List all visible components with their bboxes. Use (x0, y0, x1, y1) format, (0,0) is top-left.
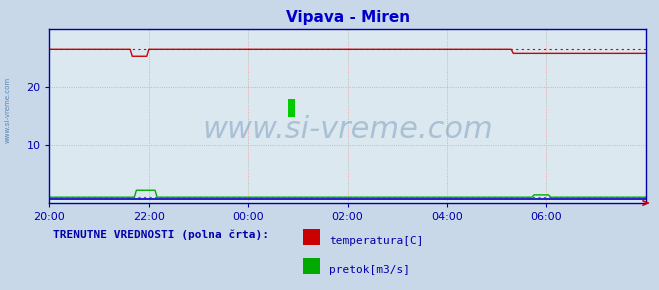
Polygon shape (289, 99, 295, 117)
Title: Vipava - Miren: Vipava - Miren (285, 10, 410, 25)
Text: TRENUTNE VREDNOSTI (polna črta):: TRENUTNE VREDNOSTI (polna črta): (53, 229, 269, 240)
Text: pretok[m3/s]: pretok[m3/s] (330, 265, 411, 275)
Text: temperatura[C]: temperatura[C] (330, 236, 424, 246)
Text: www.si-vreme.com: www.si-vreme.com (5, 77, 11, 143)
Text: www.si-vreme.com: www.si-vreme.com (202, 115, 493, 144)
